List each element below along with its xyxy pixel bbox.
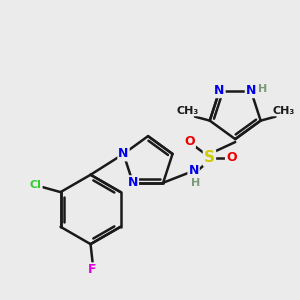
Text: S: S [204, 150, 215, 165]
Text: N: N [188, 164, 199, 177]
Text: H: H [258, 84, 267, 94]
Text: Cl: Cl [30, 180, 42, 190]
Text: N: N [214, 84, 225, 97]
Text: CH₃: CH₃ [272, 106, 295, 116]
Text: O: O [184, 135, 195, 148]
Text: H: H [191, 178, 200, 188]
Text: O: O [226, 152, 237, 164]
Text: F: F [88, 263, 97, 276]
Text: N: N [118, 147, 129, 161]
Text: N: N [128, 176, 138, 189]
Text: N: N [246, 84, 256, 97]
Text: CH₃: CH₃ [177, 106, 199, 116]
